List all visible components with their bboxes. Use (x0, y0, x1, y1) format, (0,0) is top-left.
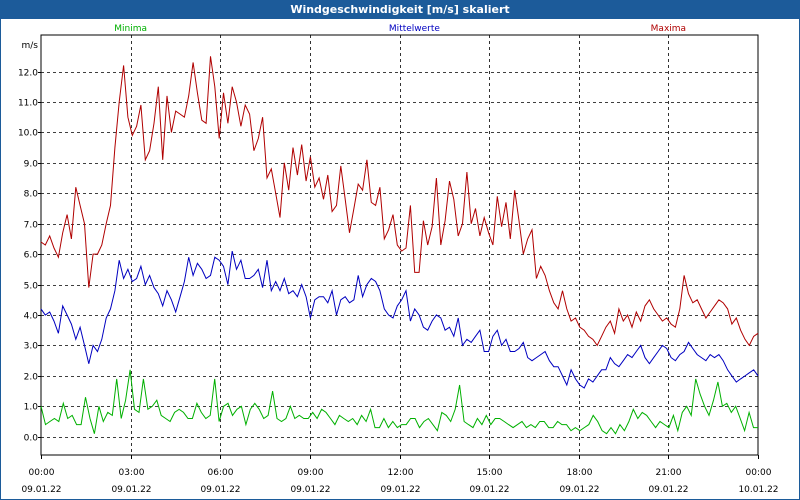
y-tick-label: 0.0 (24, 434, 39, 444)
x-tick-label-date: 09.01.22 (21, 485, 61, 495)
y-tick-label: 10.0 (18, 129, 38, 139)
x-tick-label-time: 15:00 (477, 468, 503, 478)
x-tick-label-date: 09.01.22 (111, 485, 151, 495)
chart-canvas: 0.0 1.0 2.0 3.0 4.0 5.0 6.0 7.0 8.0 9.0 10.0 11.0 12… (18, 24, 779, 495)
y-tick-label: 12.0 (18, 69, 38, 79)
series-line-mittelwerte (40, 250, 759, 389)
x-tick-label-time: 21:00 (656, 468, 682, 478)
y-tick-label: 2.0 (24, 373, 39, 383)
plot-area (40, 34, 759, 456)
x-tick-label-date: 09.01.22 (559, 485, 599, 495)
x-tick-label-time: 06:00 (208, 468, 234, 478)
x-tick-label-date: 09.01.22 (290, 485, 330, 495)
x-tick-label-date: 09.01.22 (648, 485, 688, 495)
y-tick-label: 8.0 (24, 190, 39, 200)
y-tick-label: 11.0 (18, 99, 38, 109)
series-line-minima (40, 369, 758, 435)
x-tick-label-time: 09:00 (298, 468, 324, 478)
x-tick-label-date: 09.01.22 (380, 485, 420, 495)
x-tick-label-date: 09.01.22 (469, 485, 509, 495)
chart-frame: 0.0 1.0 2.0 3.0 4.0 5.0 6.0 7.0 8.0 9.0 10.0 11.0 12… (0, 19, 800, 500)
x-tick-label-time: 18:00 (567, 468, 593, 478)
x-tick-label-date: 10.01.22 (738, 485, 778, 495)
x-tick-label-time: 03:00 (119, 468, 145, 478)
series-line-maxima (40, 56, 759, 347)
x-tick-label-time: 00:00 (29, 468, 55, 478)
x-tick-label-time: 12:00 (388, 468, 414, 478)
x-tick-label-date: 09.01.22 (200, 485, 240, 495)
legend-minima: Minima (114, 24, 147, 34)
y-tick-label: 4.0 (24, 312, 39, 322)
y-tick-label: 6.0 (24, 251, 39, 261)
x-tick-label-time: 00:00 (746, 468, 772, 478)
y-tick-label: 5.0 (24, 282, 39, 292)
y-tick-label: 3.0 (24, 342, 39, 352)
y-tick-label: 9.0 (24, 160, 39, 170)
y-axis-label: m/s (22, 41, 39, 51)
chart-title: Windgeschwindigkeit [m/s] skaliert (0, 0, 800, 19)
legend-maxima: Maxima (651, 24, 686, 34)
legend-mittelwerte: Mittelwerte (389, 24, 440, 34)
y-tick-label: 1.0 (24, 403, 39, 413)
y-tick-label: 7.0 (24, 221, 39, 231)
